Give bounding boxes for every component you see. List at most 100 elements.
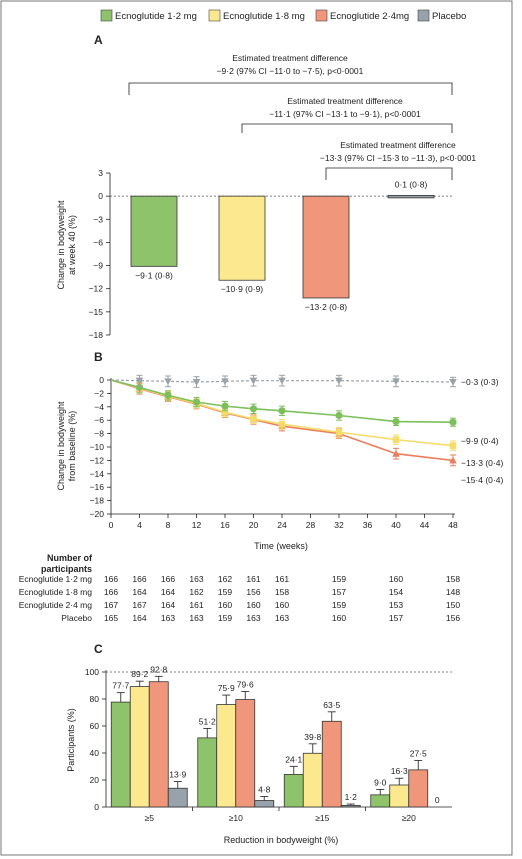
panel-b-ytick-label: −12 bbox=[90, 455, 105, 465]
bracket-2-stats: −11·1 (97% CI −13·1 to −9·1), p<0·0001 bbox=[269, 109, 421, 119]
panel-c-bar bbox=[370, 794, 391, 808]
participants-cell: 154 bbox=[389, 587, 403, 597]
panel-b-ytick-label: −4 bbox=[94, 402, 104, 412]
panel-a-bar-label: 0·1 (0·8) bbox=[395, 179, 428, 189]
panel-c-bar bbox=[389, 784, 410, 808]
panel-c-ytick-label: 0 bbox=[94, 802, 99, 812]
bracket-3-stats: −13·3 (97% CI −15·3 to −11·3), p<0·0001 bbox=[320, 153, 477, 163]
panel-c-bar-label: 0 bbox=[435, 795, 440, 805]
participants-cell: 160 bbox=[389, 574, 403, 584]
panel-a-brackets: Estimated treatment difference −9·2 (97%… bbox=[128, 53, 477, 180]
panel-b-series-line bbox=[110, 379, 454, 383]
panel-a-bar-label: −9·1 (0·8) bbox=[135, 270, 173, 280]
participants-cell: 166 bbox=[161, 574, 175, 584]
panel-b-end-label: −9·9 (0·4) bbox=[461, 436, 499, 446]
panel-b-xtick-label: 44 bbox=[420, 520, 430, 530]
panel-b-end-label: −0·3 (0·3) bbox=[461, 377, 499, 387]
participants-cell: 150 bbox=[446, 600, 460, 610]
panel-b-point-triangle-down bbox=[164, 378, 172, 386]
legend-label-placebo: Placebo bbox=[432, 11, 466, 22]
participants-cell: 163 bbox=[275, 613, 289, 623]
panel-b-point-triangle-down bbox=[135, 377, 144, 385]
panel-c-bar-label: 79·6 bbox=[237, 679, 254, 689]
participants-cell: 164 bbox=[132, 613, 146, 623]
panel-b-xtick-label: 28 bbox=[306, 520, 316, 530]
panel-c-bar bbox=[167, 787, 188, 808]
bracket-3-title: Estimated treatment difference bbox=[340, 140, 456, 150]
panel-c-xlabel: Reduction in bodyweight (%) bbox=[224, 835, 339, 845]
legend-swatch-placebo bbox=[417, 9, 430, 22]
panel-b-ytick-label: −10 bbox=[90, 442, 105, 452]
panel-b-point-square bbox=[392, 436, 400, 443]
panel-b-ytick-label: −16 bbox=[90, 482, 105, 492]
participants-cell: 162 bbox=[218, 574, 232, 584]
panel-b-point-triangle bbox=[449, 456, 457, 464]
participants-cell: 163 bbox=[189, 613, 203, 623]
panel-b-point-square bbox=[449, 442, 457, 449]
participants-cell: 164 bbox=[132, 587, 146, 597]
participants-cell: 161 bbox=[275, 574, 289, 584]
panel-c-bar-label: 13·9 bbox=[169, 769, 186, 779]
bracket-3-line bbox=[325, 167, 453, 180]
panel-c-ytick-label: 60 bbox=[90, 721, 100, 731]
participants-cell: 167 bbox=[104, 600, 118, 610]
participants-cell: 163 bbox=[161, 613, 175, 623]
panel-b-point-circle bbox=[278, 407, 286, 415]
figure-border bbox=[0, 0, 513, 856]
panel-b-xtick-label: 12 bbox=[192, 520, 202, 530]
panel-b-point-circle bbox=[164, 391, 172, 400]
participants-cell: 160 bbox=[246, 600, 260, 610]
legend-label-ecno24: Ecnoglutide 2·4mg bbox=[330, 11, 409, 22]
panel-c-bar-label: 9·0 bbox=[374, 777, 387, 787]
participants-cell: 158 bbox=[446, 574, 460, 584]
panel-c-chart: 0 20 40 60 80 100 77·789·2 92·8 13·9 ≥5 51·2 75·9 79… bbox=[85, 664, 452, 823]
panel-b-xtick-label: 24 bbox=[277, 520, 287, 530]
participants-row-label: Ecnoglutide 2·4 mg bbox=[19, 600, 93, 610]
participants-cell: 159 bbox=[218, 613, 232, 623]
participants-title-line1: Number of bbox=[47, 553, 93, 563]
participants-cell: 161 bbox=[189, 600, 203, 610]
panel-b-letter: B bbox=[94, 350, 103, 364]
legend-label-ecno12: Ecnoglutide 1·2 mg bbox=[115, 11, 197, 22]
panel-b-point-square bbox=[250, 415, 257, 423]
panel-c-bar bbox=[283, 774, 304, 808]
panel-b-ytick-label: −8 bbox=[94, 429, 104, 439]
participants-cell: 164 bbox=[161, 600, 175, 610]
panel-c-category-label: ≥15 bbox=[315, 813, 329, 823]
panel-b-point-triangle-down bbox=[221, 378, 229, 386]
participants-table: Ecnoglutide 1·2 mg 166 166 166 163 162 161 161 1… bbox=[19, 574, 461, 623]
panel-b-ytick-label: −20 bbox=[90, 509, 105, 519]
participants-title-line2: participants bbox=[41, 564, 92, 574]
panel-a-ytick-label: −3 bbox=[93, 214, 103, 224]
panel-c-bar-label: 92·8 bbox=[150, 664, 167, 674]
panel-b-xtick-label: 32 bbox=[334, 520, 344, 530]
participants-cell: 153 bbox=[389, 600, 403, 610]
panel-c-bar-label: 51·2 bbox=[199, 716, 216, 726]
panel-b-ylabel-line2: from baseline (%) bbox=[67, 411, 77, 482]
participants-cell: 165 bbox=[104, 613, 118, 623]
panel-c-bar-label: 4·8 bbox=[258, 784, 271, 794]
panel-b-xtick-label: 36 bbox=[363, 520, 373, 530]
panel-b-ytick-label: 0 bbox=[99, 375, 104, 385]
participants-cell: 160 bbox=[275, 600, 289, 610]
panel-b-point-triangle-down bbox=[278, 377, 286, 385]
panel-c-bar-label: 1·2 bbox=[345, 792, 358, 802]
participants-cell: 158 bbox=[275, 587, 289, 597]
panel-c-ytick-label: 100 bbox=[85, 667, 99, 677]
participants-cell: 166 bbox=[132, 574, 146, 584]
panel-c-bar-label: 27·5 bbox=[410, 748, 427, 758]
panel-a-bar bbox=[302, 195, 350, 299]
participants-cell: 156 bbox=[246, 587, 260, 597]
panel-b-point-circle bbox=[249, 405, 258, 413]
panel-b-xtick-label: 16 bbox=[220, 520, 230, 530]
panel-a-ytick-label: −12 bbox=[89, 284, 104, 294]
panel-c-bar bbox=[254, 800, 275, 808]
panel-b-point-triangle-down bbox=[335, 377, 343, 385]
panel-a-chart: 3 0 −3 −6 −9 −12 −15 −18 −9·1 (0·8) −10·9 (0·9) −1… bbox=[89, 168, 452, 340]
panel-c-bar-label: 63·5 bbox=[323, 700, 340, 710]
panel-a-ytick-label: −9 bbox=[93, 261, 103, 271]
panel-a-ylabel-line2: at week 40 (%) bbox=[67, 215, 77, 275]
panel-b-xlabel: Time (weeks) bbox=[254, 541, 308, 551]
bracket-2-title: Estimated treatment difference bbox=[287, 96, 403, 106]
panel-c-bar-label: 75·9 bbox=[218, 683, 235, 693]
